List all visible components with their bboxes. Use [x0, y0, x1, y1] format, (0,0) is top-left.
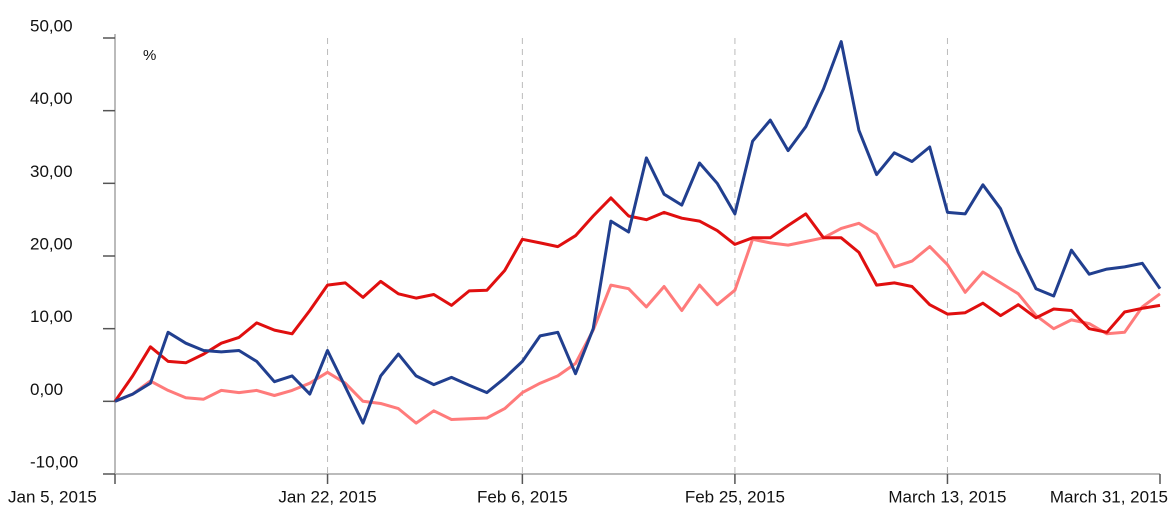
- line-series: [114, 40, 1162, 425]
- y-tick-label: 50,00: [30, 16, 73, 35]
- unit-annotation: %: [143, 47, 156, 64]
- y-tick-label: 30,00: [30, 162, 73, 181]
- line-series: [114, 221, 1161, 425]
- y-tick-label: 40,00: [30, 89, 73, 108]
- y-tick-label: 20,00: [30, 234, 73, 253]
- line-series: [113, 196, 1161, 403]
- x-tick-label: Feb 25, 2015: [685, 487, 785, 506]
- x-tick-label: Feb 6, 2015: [477, 487, 568, 506]
- x-tick-label: Jan 5, 2015: [8, 487, 97, 506]
- x-tick-label: March 31, 2015: [1050, 487, 1168, 506]
- x-tick-label: March 13, 2015: [888, 487, 1006, 506]
- y-tick-label: -10,00: [30, 452, 78, 471]
- y-tick-label: 10,00: [30, 307, 73, 326]
- y-tick-label: 0,00: [30, 380, 63, 399]
- x-tick-label: Jan 22, 2015: [278, 487, 376, 506]
